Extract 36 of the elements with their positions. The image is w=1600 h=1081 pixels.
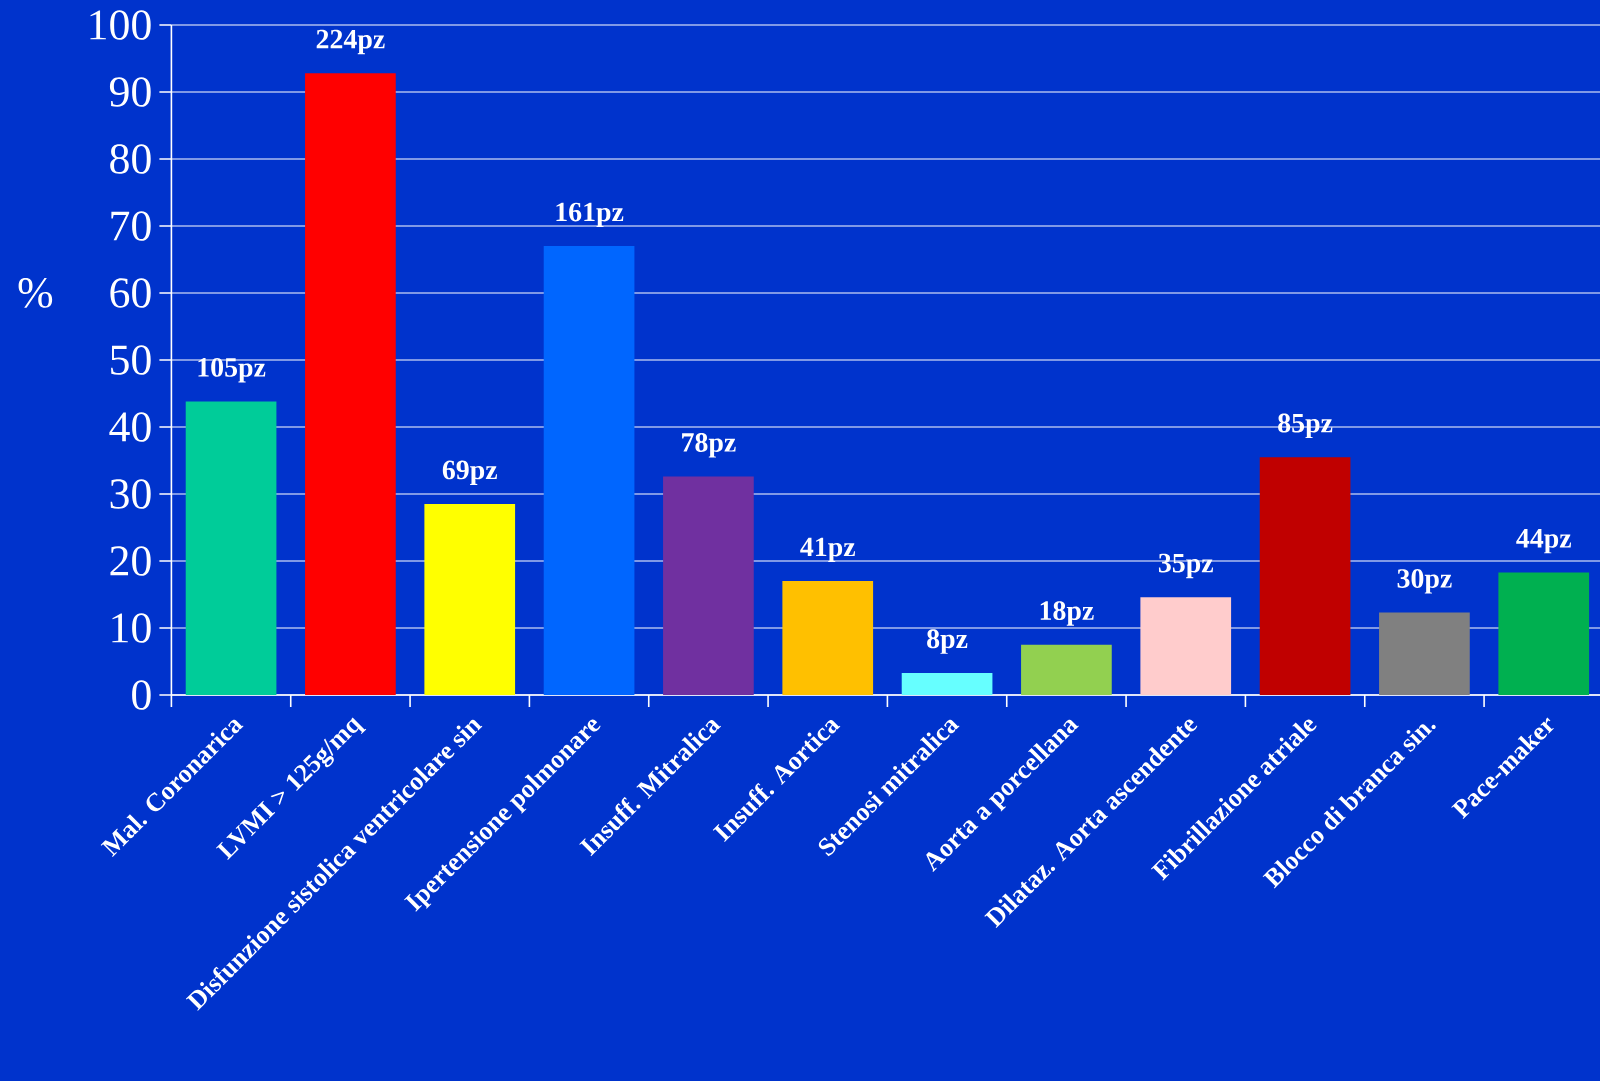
annotation: 78pz bbox=[682, 433, 736, 458]
y-tick-label: 50 bbox=[111, 345, 151, 375]
y-tick-label: 80 bbox=[110, 144, 151, 174]
y-tick-label: 20 bbox=[110, 546, 151, 576]
annotation: 8pz bbox=[927, 629, 968, 654]
y-tick-label: 0 bbox=[132, 680, 151, 710]
bar bbox=[305, 73, 396, 695]
bar bbox=[1498, 572, 1590, 695]
bar bbox=[663, 476, 754, 695]
y-tick-label: 30 bbox=[110, 479, 151, 509]
bar bbox=[1140, 597, 1232, 695]
annotation: 30pz bbox=[1397, 569, 1452, 594]
annotation: 18pz bbox=[1040, 601, 1094, 626]
y-tick-label: 60 bbox=[110, 278, 151, 308]
bar bbox=[1379, 612, 1470, 695]
y-tick-label: 90 bbox=[109, 77, 151, 107]
y-tick-label: 40 bbox=[109, 412, 151, 442]
annotation: 224pz bbox=[316, 29, 385, 55]
y-tick-label: 100 bbox=[90, 10, 151, 40]
bar bbox=[782, 581, 874, 695]
bar bbox=[424, 504, 516, 695]
annotation: 69pz bbox=[442, 460, 498, 486]
bar bbox=[1021, 644, 1112, 695]
annotation: 41pz bbox=[800, 537, 856, 563]
bar bbox=[185, 401, 277, 695]
bar bbox=[543, 246, 635, 695]
annotation: 35pz bbox=[1158, 553, 1214, 579]
bar bbox=[901, 672, 993, 695]
annotation: 161pz bbox=[556, 202, 624, 228]
y-tick-label: 10 bbox=[112, 613, 151, 643]
bar bbox=[1259, 457, 1351, 695]
annotation: 85pz bbox=[1278, 413, 1333, 439]
annotation: 105pz bbox=[198, 358, 266, 383]
y-axis-title: % bbox=[18, 278, 53, 308]
y-tick-label: 70 bbox=[111, 211, 151, 241]
annotation: 44pz bbox=[1516, 529, 1572, 554]
